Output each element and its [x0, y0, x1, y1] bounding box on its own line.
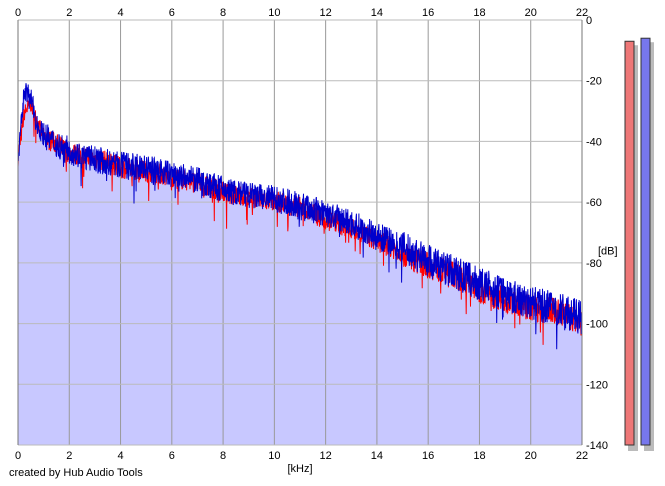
x-tick-label-bottom: 4 [117, 450, 123, 462]
y-axis-label: [dB] [598, 246, 618, 258]
level-meter-right [640, 37, 651, 446]
y-tick-label: -100 [586, 319, 608, 331]
spectrum-fill-layer [18, 20, 582, 445]
series-line [17, 83, 583, 350]
x-tick-label-top: 12 [320, 7, 332, 19]
x-tick-label-bottom: 16 [422, 450, 434, 462]
x-tick-label-top: 2 [66, 7, 72, 19]
x-tick-label-bottom: 6 [169, 450, 175, 462]
x-tick-label-top: 10 [268, 7, 280, 19]
x-tick-label-bottom: 10 [268, 450, 280, 462]
spectrum-lines-layer [17, 83, 583, 350]
level-meter-left [624, 40, 635, 446]
credit-text: created by Hub Audio Tools [9, 467, 143, 479]
x-tick-label-top: 16 [422, 7, 434, 19]
x-tick-label-top: 6 [169, 7, 175, 19]
y-tick-label: -60 [586, 197, 602, 209]
x-tick-label-top: 22 [576, 7, 588, 19]
y-tick-label: -40 [586, 136, 602, 148]
x-tick-label-top: 18 [473, 7, 485, 19]
x-tick-label-top: 0 [15, 7, 21, 19]
y-tick-label: -80 [586, 258, 602, 270]
y-tick-label: -140 [586, 440, 608, 452]
x-tick-label-bottom: 12 [320, 450, 332, 462]
y-tick-label: 0 [586, 15, 592, 27]
x-tick-label-bottom: 2 [66, 450, 72, 462]
axes-layer: 002244668810101212141416161818202022220-… [15, 7, 618, 475]
x-tick-label-bottom: 20 [525, 450, 537, 462]
y-tick-label: -120 [586, 379, 608, 391]
level-meters [624, 37, 654, 451]
x-tick-label-bottom: 18 [473, 450, 485, 462]
x-tick-label-top: 4 [117, 7, 123, 19]
x-axis-label: [kHz] [287, 463, 312, 475]
x-tick-label-top: 20 [525, 7, 537, 19]
x-tick-label-top: 8 [220, 7, 226, 19]
x-tick-label-bottom: 22 [576, 450, 588, 462]
x-tick-label-bottom: 0 [15, 450, 21, 462]
x-tick-label-top: 14 [371, 7, 383, 19]
x-tick-label-bottom: 14 [371, 450, 383, 462]
x-tick-label-bottom: 8 [220, 450, 226, 462]
y-tick-label: -20 [586, 76, 602, 88]
